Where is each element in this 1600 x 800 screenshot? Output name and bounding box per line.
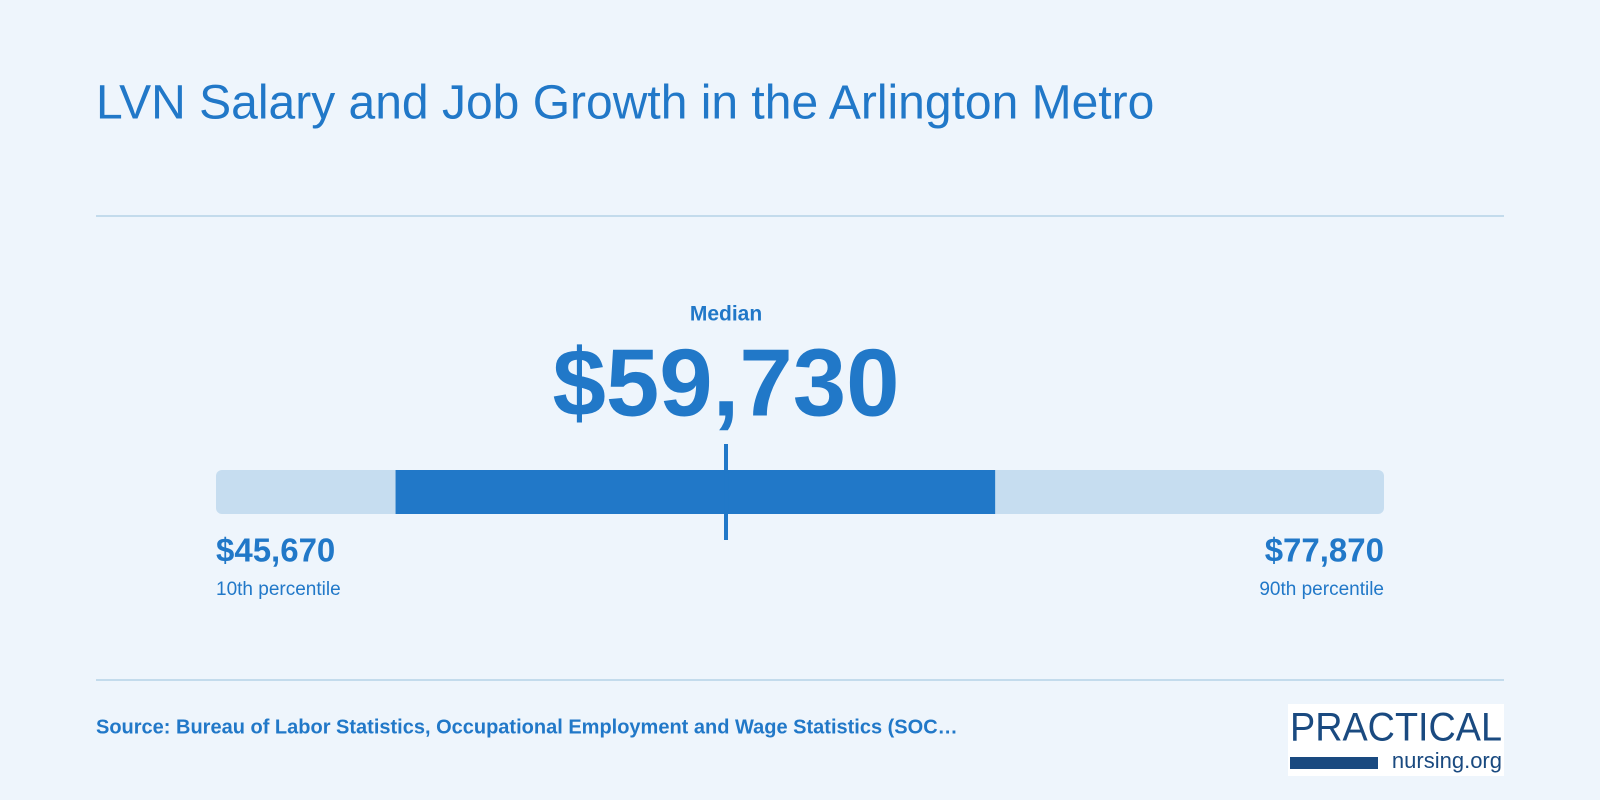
logo-domain: nursing.org bbox=[1392, 748, 1502, 773]
range-band bbox=[395, 470, 996, 514]
logo-brand: PRACTICAL bbox=[1290, 706, 1502, 750]
source: Source: Bureau of Labor Statistics, Occu… bbox=[96, 716, 958, 738]
low-caption: 10th percentile bbox=[216, 579, 341, 600]
title: LVN Salary and Job Growth in the Arlingt… bbox=[96, 77, 1154, 130]
high-value: $77,870 bbox=[1265, 532, 1384, 569]
high-caption: 90th percentile bbox=[1259, 579, 1384, 600]
median-value: $59,730 bbox=[552, 329, 899, 436]
logo: PRACTICAL nursing.org bbox=[1288, 704, 1504, 776]
low-value: $45,670 bbox=[216, 532, 335, 569]
logo-bar bbox=[1290, 757, 1378, 769]
median-label: Median bbox=[690, 303, 762, 326]
